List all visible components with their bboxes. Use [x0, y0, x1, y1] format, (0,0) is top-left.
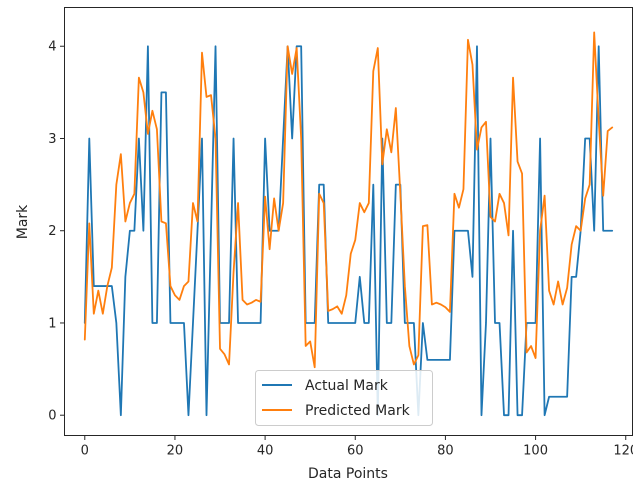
y-tick-label: 3	[48, 132, 56, 147]
series-line-predicted-mark	[83, 31, 614, 369]
x-tick-label: 100	[523, 444, 548, 459]
legend: Actual Mark Predicted Mark	[255, 370, 433, 426]
y-tick-label: 1	[48, 316, 56, 331]
y-tick-label: 2	[48, 224, 56, 239]
x-axis-ticks: 0 20 40 60 80 100 120	[81, 435, 633, 459]
legend-label-predicted-mark: Predicted Mark	[305, 403, 411, 419]
x-tick-label: 20	[167, 444, 184, 459]
y-axis-label: Mark	[15, 204, 31, 239]
x-tick-label: 40	[257, 444, 274, 459]
legend-box	[255, 370, 433, 426]
y-tick-label: 0	[48, 409, 56, 424]
series-line-actual-mark	[83, 45, 614, 417]
legend-label-actual-mark: Actual Mark	[305, 378, 389, 394]
x-tick-label: 0	[81, 444, 89, 459]
y-tick-label: 4	[48, 40, 56, 55]
x-tick-label: 120	[613, 444, 633, 459]
x-tick-label: 60	[347, 444, 364, 459]
x-tick-label: 80	[437, 444, 454, 459]
x-axis-label: Data Points	[308, 466, 388, 482]
y-axis-ticks: 0 1 2 3 4	[48, 40, 65, 424]
series-layer	[83, 31, 614, 417]
